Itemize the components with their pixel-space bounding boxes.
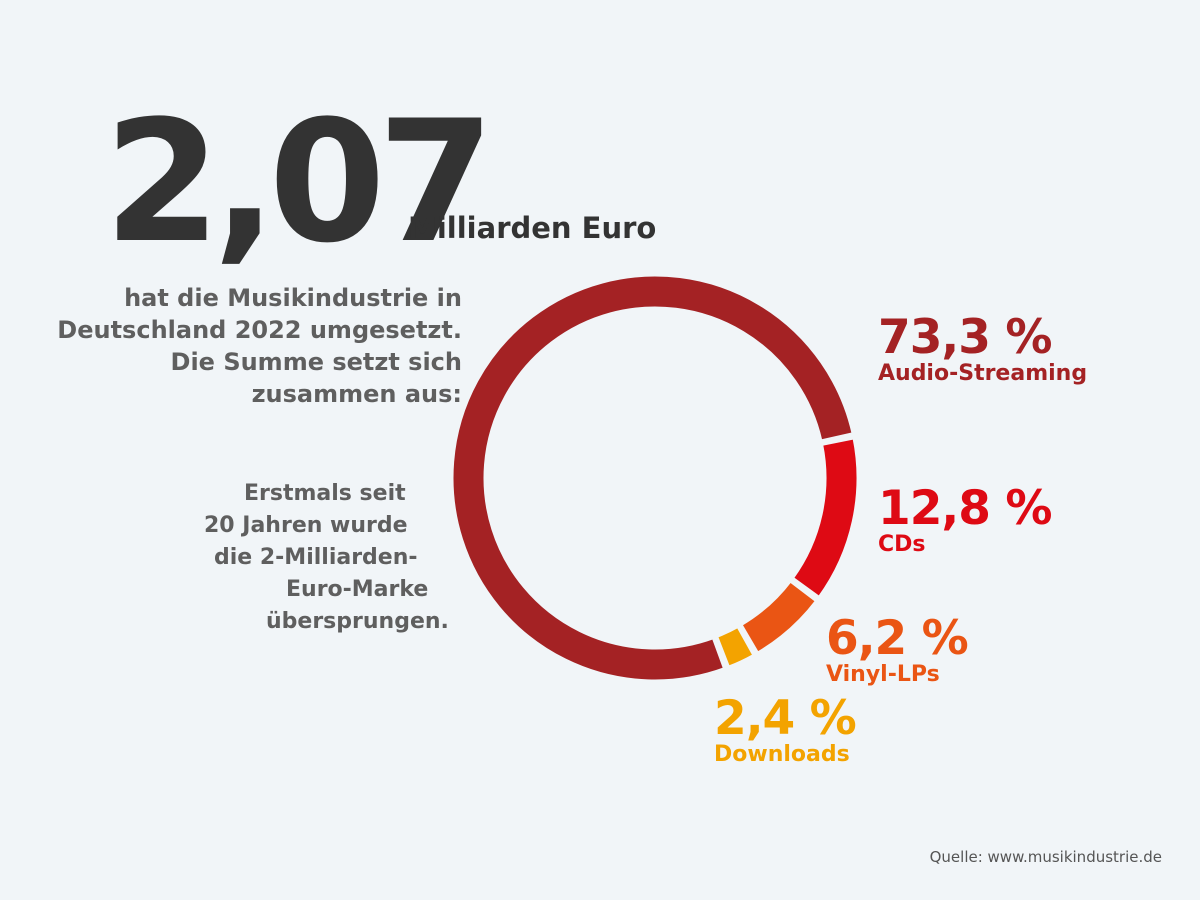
note-line: 20 Jahren wurde [204,513,408,538]
donut-slice-audio-streaming [450,273,855,683]
slice-label-downloads: 2,4 % Downloads [714,691,857,768]
milestone-note: Erstmals seit 20 Jahren wurde die 2-Mill… [190,478,450,638]
donut-slice-vinyl-lps [738,578,819,656]
slice-value: 73,3 % [878,310,1052,365]
slice-value: 2,4 % [714,691,857,746]
slice-value: 12,8 % [878,481,1052,536]
intro-line: Deutschland 2022 umgesetzt. [57,316,462,344]
donut-slice-downloads [714,624,756,670]
slice-name: CDs [878,532,926,558]
slice-label-cds: 12,8 % CDs [878,481,1052,558]
slice-name: Audio-Streaming [878,361,1088,387]
note-line: Euro-Marke [286,577,429,602]
source-note: Quelle: www.musikindustrie.de [929,848,1162,866]
intro-text: hat die Musikindustrie in Deutschland 20… [42,282,462,410]
slice-name: Downloads [714,742,850,768]
intro-line: zusammen aus: [251,380,462,408]
note-line: die 2-Milliarden- [214,545,418,570]
slice-value: 6,2 % [826,611,969,666]
intro-line: Die Summe setzt sich [170,348,462,376]
donut-slice-cds [790,436,860,600]
note-line: übersprungen. [266,609,449,634]
intro-line: hat die Musikindustrie in [124,284,462,312]
headline-number: 2,07 [104,84,495,280]
headline-unit: Milliarden Euro [408,211,657,245]
note-line: Erstmals seit [244,481,406,506]
slice-label-vinyl-lps: 6,2 % Vinyl-LPs [826,611,969,688]
slice-label-audio-streaming: 73,3 % Audio-Streaming [878,313,1087,387]
slice-name: Vinyl-LPs [826,662,940,688]
